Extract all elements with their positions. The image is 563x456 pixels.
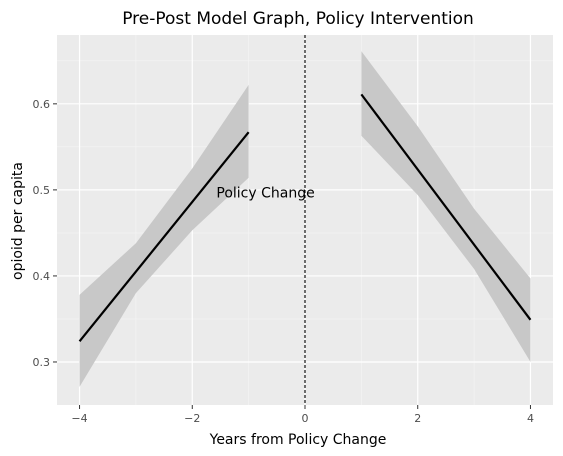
y-tick-label: 0.5: [33, 184, 51, 197]
x-axis-label: Years from Policy Change: [209, 432, 387, 448]
post-trend-line: [360, 93, 532, 321]
trend-lines: [78, 93, 532, 343]
x-tick-label: 4: [527, 412, 534, 425]
x-tick-label: 0: [302, 412, 309, 425]
x-tick-label: −4: [71, 412, 87, 425]
y-axis-label: opioid per capita: [10, 162, 26, 280]
chart-title: Pre-Post Model Graph, Policy Interventio…: [122, 9, 474, 29]
y-tick-label: 0.4: [33, 270, 51, 283]
y-axis-ticks: 0.3 0.4 0.5 0.6: [33, 98, 57, 369]
x-tick-label: 2: [414, 412, 421, 425]
x-axis-ticks: −4 −2 0 2 4: [71, 405, 534, 425]
pre-trend-line: [78, 131, 250, 343]
policy-change-annotation: Policy Change: [216, 185, 314, 201]
y-tick-label: 0.6: [33, 98, 51, 111]
x-tick-label: −2: [184, 412, 200, 425]
y-tick-label: 0.3: [33, 356, 51, 369]
